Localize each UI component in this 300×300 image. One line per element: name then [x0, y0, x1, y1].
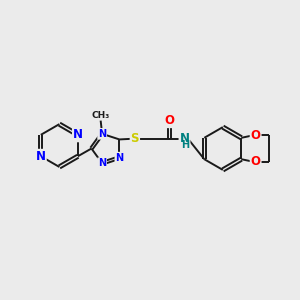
- Text: S: S: [130, 132, 139, 145]
- Text: O: O: [250, 129, 261, 142]
- Text: H: H: [181, 140, 190, 150]
- Text: CH₃: CH₃: [92, 111, 110, 120]
- Text: N: N: [98, 158, 106, 168]
- Text: N: N: [73, 128, 83, 141]
- Text: N: N: [115, 153, 124, 163]
- Text: N: N: [179, 132, 190, 145]
- Text: O: O: [165, 114, 175, 127]
- Text: O: O: [250, 155, 261, 168]
- Text: N: N: [98, 129, 106, 139]
- Text: N: N: [36, 150, 46, 163]
